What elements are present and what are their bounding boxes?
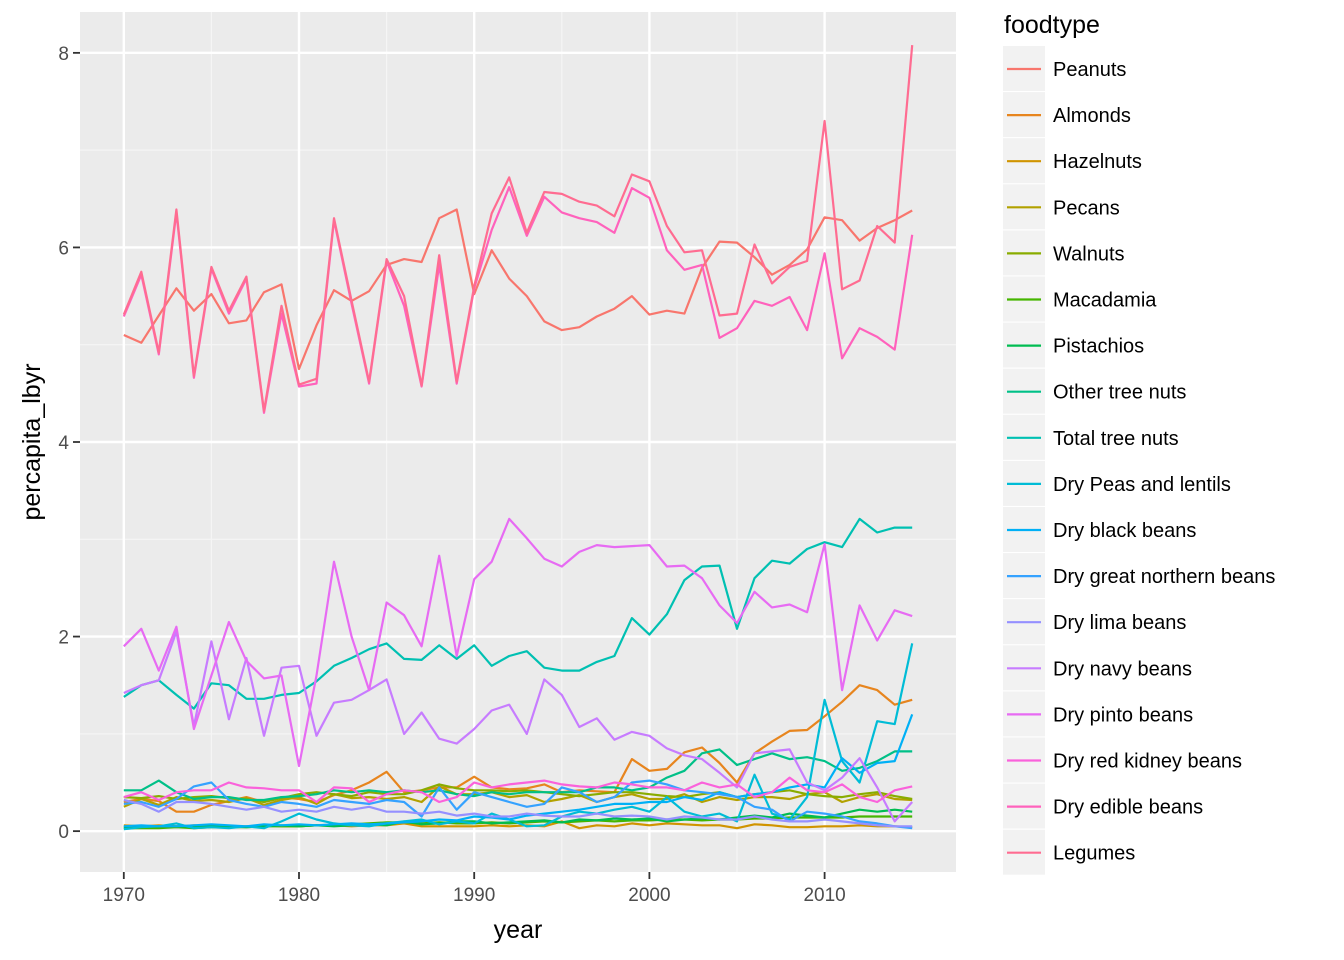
y-axis-title: percapita_lbyr	[18, 363, 46, 520]
x-axis: 1970 1980 1990 2000 2010	[103, 872, 846, 906]
series-line-peanuts	[123, 208, 913, 371]
legend-item-dry-lima-beans: Dry lima beans	[1003, 599, 1186, 645]
y-tick-label: 8	[58, 44, 69, 65]
legend-label: Dry Peas and lentils	[1053, 474, 1231, 496]
legend-label: Dry navy beans	[1053, 658, 1192, 680]
y-tick-label: 4	[58, 433, 69, 454]
legend-item-dry-great-northern-beans: Dry great northern beans	[1003, 553, 1275, 599]
y-tick-label: 2	[58, 628, 69, 649]
legend: foodtype Peanuts Almonds Hazelnuts Pecans Wa…	[1003, 11, 1275, 875]
x-tick-label: 2000	[628, 885, 670, 906]
legend-label: Dry edible beans	[1053, 797, 1203, 819]
legend-item-peanuts: Peanuts	[1003, 46, 1126, 91]
legend-item-pistachios: Pistachios	[1003, 322, 1144, 368]
legend-item-dry-edible-beans: Dry edible beans	[1003, 783, 1203, 829]
legend-item-walnuts: Walnuts	[1003, 230, 1125, 276]
y-tick-label: 6	[58, 238, 69, 259]
series-line-legumes	[122, 45, 914, 412]
series-line-dry-great-northern-beans	[123, 779, 913, 830]
legend-item-macadamia: Macadamia	[1003, 276, 1157, 322]
x-tick-label: 1970	[103, 885, 145, 906]
series-lines	[122, 45, 914, 831]
legend-label: Almonds	[1053, 105, 1131, 127]
legend-item-dry-navy-beans: Dry navy beans	[1003, 645, 1192, 691]
legend-item-pecans: Pecans	[1003, 184, 1120, 230]
x-axis-title: year	[494, 916, 543, 944]
series-line-dry-navy-beans	[123, 630, 914, 823]
legend-label: Pecans	[1053, 197, 1120, 219]
legend-label: Pistachios	[1053, 336, 1144, 358]
series-line-dry-pinto-beans	[123, 517, 913, 768]
legend-label: Macadamia	[1053, 290, 1157, 312]
legend-label: Peanuts	[1053, 59, 1126, 81]
legend-label: Dry great northern beans	[1053, 566, 1275, 588]
series-line-dry-red-kidney-beans	[123, 776, 913, 804]
x-tick-label: 1980	[278, 885, 320, 906]
legend-item-dry-peas-and-lentils: Dry Peas and lentils	[1003, 460, 1231, 506]
legend-item-dry-black-beans: Dry black beans	[1003, 507, 1196, 552]
legend-label: Legumes	[1053, 843, 1135, 865]
legend-label: Total tree nuts	[1053, 428, 1179, 450]
series-line-dry-black-beans	[123, 714, 914, 828]
legend-item-dry-red-kidney-beans: Dry red kidney beans	[1003, 737, 1242, 783]
legend-label: Dry red kidney beans	[1053, 751, 1242, 773]
x-tick-label: 1990	[453, 885, 495, 906]
legend-label: Other tree nuts	[1053, 382, 1186, 404]
legend-item-total-tree-nuts: Total tree nuts	[1003, 414, 1179, 460]
legend-item-almonds: Almonds	[1003, 92, 1131, 138]
legend-label: Dry lima beans	[1053, 612, 1186, 634]
legend-label: Walnuts	[1053, 243, 1125, 265]
series-line-dry-lima-beans	[123, 798, 913, 828]
legend-item-legumes: Legumes	[1003, 829, 1135, 875]
legend-item-other-tree-nuts: Other tree nuts	[1003, 368, 1186, 414]
x-tick-label: 2010	[803, 885, 845, 906]
y-tick-label: 0	[58, 822, 69, 843]
legend-label: Hazelnuts	[1053, 151, 1142, 173]
legend-item-dry-pinto-beans: Dry pinto beans	[1003, 691, 1193, 737]
legend-title: foodtype	[1004, 11, 1100, 39]
legend-label: Dry pinto beans	[1053, 704, 1193, 726]
legend-label: Dry black beans	[1053, 520, 1196, 542]
y-axis: 0 2 4 6 8	[58, 44, 80, 843]
series-line-other-tree-nuts	[123, 748, 913, 802]
legend-item-hazelnuts: Hazelnuts	[1003, 138, 1142, 184]
